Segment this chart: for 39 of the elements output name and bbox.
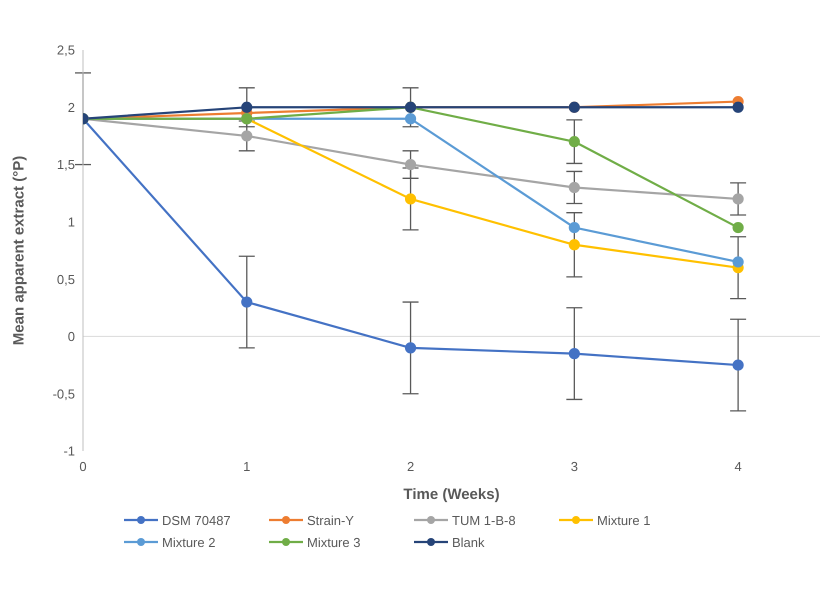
legend-label: DSM 70487 [162,512,231,528]
point [241,296,252,308]
x-tick-label: 0 [79,459,87,474]
legend-label: Mixture 2 [162,534,216,550]
y-tick-label: 1 [68,214,75,230]
legend-label: Strain-Y [307,512,354,528]
x-tick-label: 2 [406,459,414,474]
point [404,113,416,124]
point [732,193,744,205]
legend-label: Mixture 3 [307,534,360,550]
y-axis-title: Mean apparent extract (°P) [10,156,28,346]
x-axis-title: Time (Weeks) [403,486,500,503]
point [568,222,580,234]
y-tick-label: 0 [68,329,75,344]
point [241,130,252,142]
y-tick-label: 2,5 [56,42,75,58]
point [404,158,416,170]
point [568,239,580,250]
y-tick-label: 1,5 [56,157,75,172]
point [732,359,744,371]
x-tick-label: 1 [243,459,250,474]
point [568,182,580,194]
y-tick-label: -0,5 [52,386,75,402]
point [568,348,580,360]
point [241,102,252,113]
legend-label: Blank [452,534,485,550]
point [732,102,744,113]
point [732,222,744,234]
legend-label: Mixture 1 [597,512,650,528]
point [404,342,416,354]
legend-label: TUM 1-B-8 [452,512,516,528]
point [568,136,580,148]
x-tick-label: 4 [734,459,742,474]
y-tick-label: -1 [63,444,75,459]
y-tick-label: 0,5 [56,272,75,287]
y-tick-label: 2 [68,100,75,115]
point [732,256,744,268]
x-tick-label: 3 [570,459,578,474]
point [404,193,416,205]
